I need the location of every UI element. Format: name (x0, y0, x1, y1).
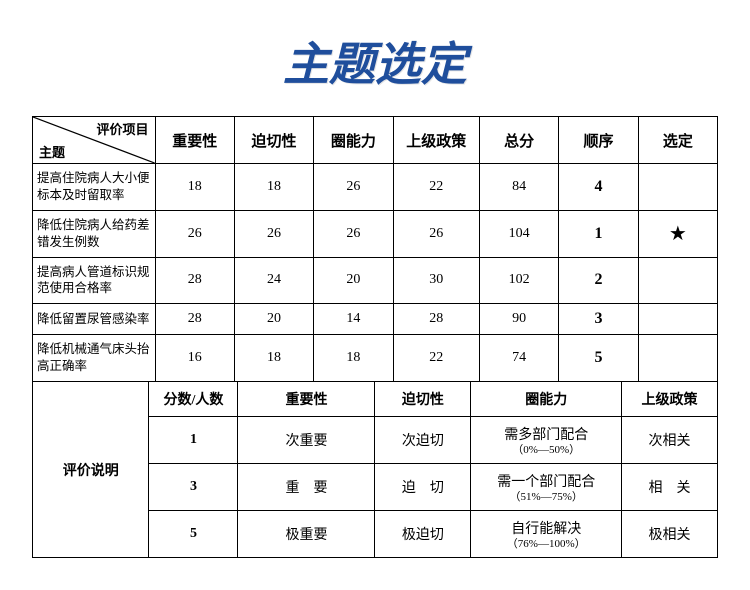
topic-cell: 提高病人管道标识规范使用合格率 (33, 257, 156, 304)
data-cell: 18 (234, 164, 313, 211)
legend-col-header: 圈能力 (471, 382, 622, 417)
data-cell: 28 (393, 304, 480, 335)
data-cell: 20 (234, 304, 313, 335)
legend-score: 5 (149, 511, 238, 558)
legend-col-header: 重要性 (238, 382, 375, 417)
data-cell: 28 (155, 304, 234, 335)
legend-cell: 极重要 (238, 511, 375, 558)
topic-cell: 降低留置尿管感染率 (33, 304, 156, 335)
legend-cell: 迫 切 (375, 464, 471, 511)
select-cell (638, 257, 717, 304)
legend-label: 评价说明 (33, 382, 149, 558)
data-cell: 26 (234, 210, 313, 257)
legend-cell: 极相关 (622, 511, 718, 558)
header-columns-label: 评价项目 (97, 119, 149, 138)
table-row: 提高病人管道标识规范使用合格率 28 24 20 30 102 2 (33, 257, 718, 304)
legend-cell: 极迫切 (375, 511, 471, 558)
legend-col-header: 上级政策 (622, 382, 718, 417)
data-cell: 84 (480, 164, 559, 211)
data-cell: 14 (314, 304, 393, 335)
data-cell: 18 (234, 335, 313, 382)
legend-header-row: 评价说明 分数/人数 重要性 迫切性 圈能力 上级政策 (33, 382, 718, 417)
data-cell: 26 (314, 210, 393, 257)
data-cell: 26 (314, 164, 393, 211)
table-row: 降低住院病人给药差错发生例数 26 26 26 26 104 1 ★ (33, 210, 718, 257)
legend-col-header: 分数/人数 (149, 382, 238, 417)
legend-cell: 需一个部门配合 （51%—75%） (471, 464, 622, 511)
data-cell: 102 (480, 257, 559, 304)
col-header: 上级政策 (393, 117, 480, 164)
col-header: 迫切性 (234, 117, 313, 164)
legend-score: 1 (149, 417, 238, 464)
data-cell: 28 (155, 257, 234, 304)
select-cell (638, 304, 717, 335)
legend-cell: 需多部门配合 （0%—50%） (471, 417, 622, 464)
legend-cell-line2: （0%—50%） (473, 444, 619, 456)
rank-cell: 1 (559, 210, 638, 257)
col-header: 圈能力 (314, 117, 393, 164)
select-cell (638, 335, 717, 382)
rank-cell: 2 (559, 257, 638, 304)
select-cell-star: ★ (638, 210, 717, 257)
data-cell: 104 (480, 210, 559, 257)
data-cell: 24 (234, 257, 313, 304)
legend-col-header: 迫切性 (375, 382, 471, 417)
data-cell: 18 (155, 164, 234, 211)
data-cell: 90 (480, 304, 559, 335)
legend-cell-line2: （51%—75%） (473, 491, 619, 503)
data-cell: 22 (393, 335, 480, 382)
legend-cell-line1: 需多部门配合 (473, 424, 619, 444)
topic-cell: 降低机械通气床头抬高正确率 (33, 335, 156, 382)
data-cell: 20 (314, 257, 393, 304)
legend-cell-line1: 需一个部门配合 (473, 471, 619, 491)
legend-score: 3 (149, 464, 238, 511)
evaluation-table: 评价项目 主题 重要性 迫切性 圈能力 上级政策 总分 顺序 选定 提高住院病人… (32, 116, 718, 382)
legend-cell-line1: 自行能解决 (473, 518, 619, 538)
col-header: 重要性 (155, 117, 234, 164)
legend-cell: 次相关 (622, 417, 718, 464)
legend-cell: 相 关 (622, 464, 718, 511)
data-cell: 18 (314, 335, 393, 382)
header-rows-label: 主题 (39, 142, 65, 161)
data-cell: 16 (155, 335, 234, 382)
page-title: 主题选定 (0, 28, 750, 94)
diagonal-header: 评价项目 主题 (33, 117, 156, 164)
scoring-legend-table: 评价说明 分数/人数 重要性 迫切性 圈能力 上级政策 1 次重要 次迫切 需多… (32, 382, 718, 558)
topic-cell: 提高住院病人大小便标本及时留取率 (33, 164, 156, 211)
legend-cell: 自行能解决 （76%—100%） (471, 511, 622, 558)
table-header-row: 评价项目 主题 重要性 迫切性 圈能力 上级政策 总分 顺序 选定 (33, 117, 718, 164)
rank-cell: 5 (559, 335, 638, 382)
legend-cell: 重 要 (238, 464, 375, 511)
table-row: 提高住院病人大小便标本及时留取率 18 18 26 22 84 4 (33, 164, 718, 211)
select-cell (638, 164, 717, 211)
legend-cell-line2: （76%—100%） (473, 538, 619, 550)
table-row: 降低留置尿管感染率 28 20 14 28 90 3 (33, 304, 718, 335)
col-header: 选定 (638, 117, 717, 164)
data-cell: 26 (393, 210, 480, 257)
legend-cell: 次重要 (238, 417, 375, 464)
data-cell: 30 (393, 257, 480, 304)
rank-cell: 3 (559, 304, 638, 335)
data-cell: 74 (480, 335, 559, 382)
legend-cell: 次迫切 (375, 417, 471, 464)
table-row: 降低机械通气床头抬高正确率 16 18 18 22 74 5 (33, 335, 718, 382)
data-cell: 22 (393, 164, 480, 211)
rank-cell: 4 (559, 164, 638, 211)
col-header: 总分 (480, 117, 559, 164)
data-cell: 26 (155, 210, 234, 257)
col-header: 顺序 (559, 117, 638, 164)
topic-cell: 降低住院病人给药差错发生例数 (33, 210, 156, 257)
